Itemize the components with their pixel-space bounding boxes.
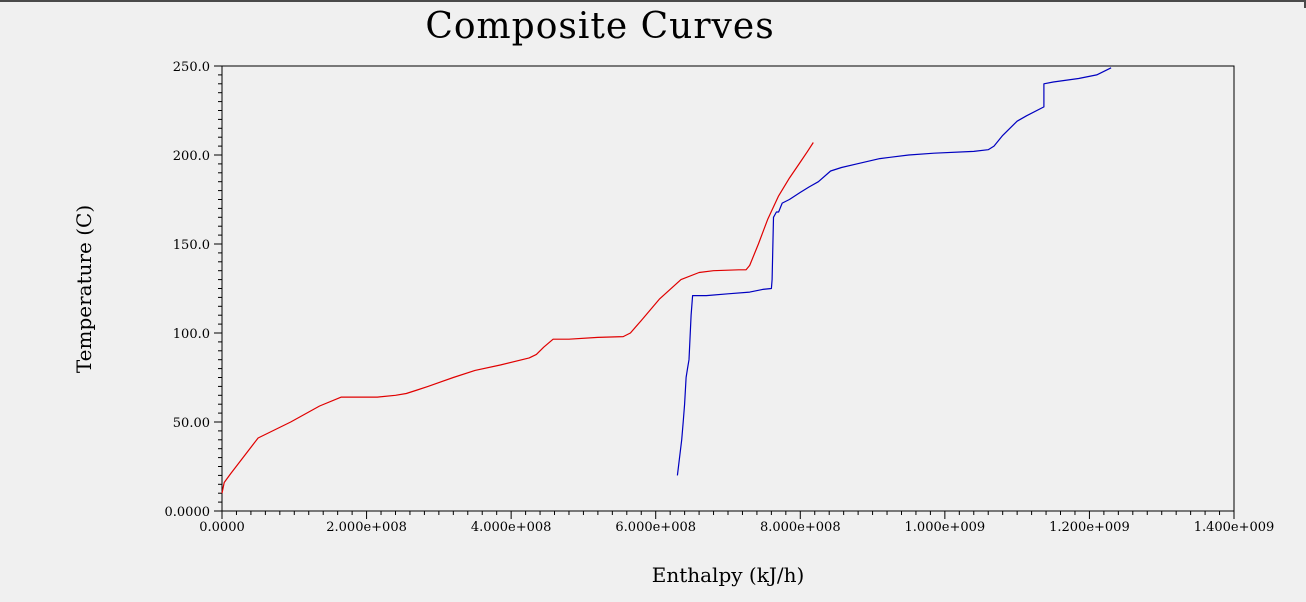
- plot-frame: [221, 65, 1235, 512]
- x-tick-label: 8.000e+008: [760, 520, 841, 535]
- window-top-border: [0, 0, 1306, 2]
- hot-composite-curve: [221, 142, 814, 494]
- y-axis-title: Temperature (C): [72, 205, 96, 373]
- chart-title: Composite Curves: [425, 6, 775, 47]
- y-tick-label: 200.0: [173, 149, 210, 164]
- y-tick-label: 0.0000: [165, 505, 211, 520]
- y-tick-label: 50.00: [173, 416, 210, 431]
- x-tick-label: 0.0000: [199, 520, 245, 535]
- x-axis-title: Enthalpy (kJ/h): [652, 563, 805, 587]
- y-tick-label: 100.0: [173, 327, 210, 342]
- x-tick-label: 1.400e+009: [1194, 520, 1275, 535]
- x-tick-label: 2.000e+008: [326, 520, 407, 535]
- y-tick-label: 250.0: [173, 60, 210, 75]
- series-layer: [221, 67, 1112, 494]
- axes-layer: [221, 65, 1235, 512]
- ticks-layer: 0.0000 2.000e+008 4.000e+008 6.000e+008 8.00…: [165, 60, 1275, 535]
- x-tick-label: 4.000e+008: [471, 520, 552, 535]
- x-tick-label: 6.000e+008: [615, 520, 696, 535]
- x-tick-label: 1.200e+009: [1049, 520, 1130, 535]
- x-tick-label: 1.000e+009: [905, 520, 986, 535]
- cold-composite-curve: [676, 67, 1112, 476]
- window-corner-mark: [1304, 0, 1306, 8]
- y-tick-label: 150.0: [173, 238, 210, 253]
